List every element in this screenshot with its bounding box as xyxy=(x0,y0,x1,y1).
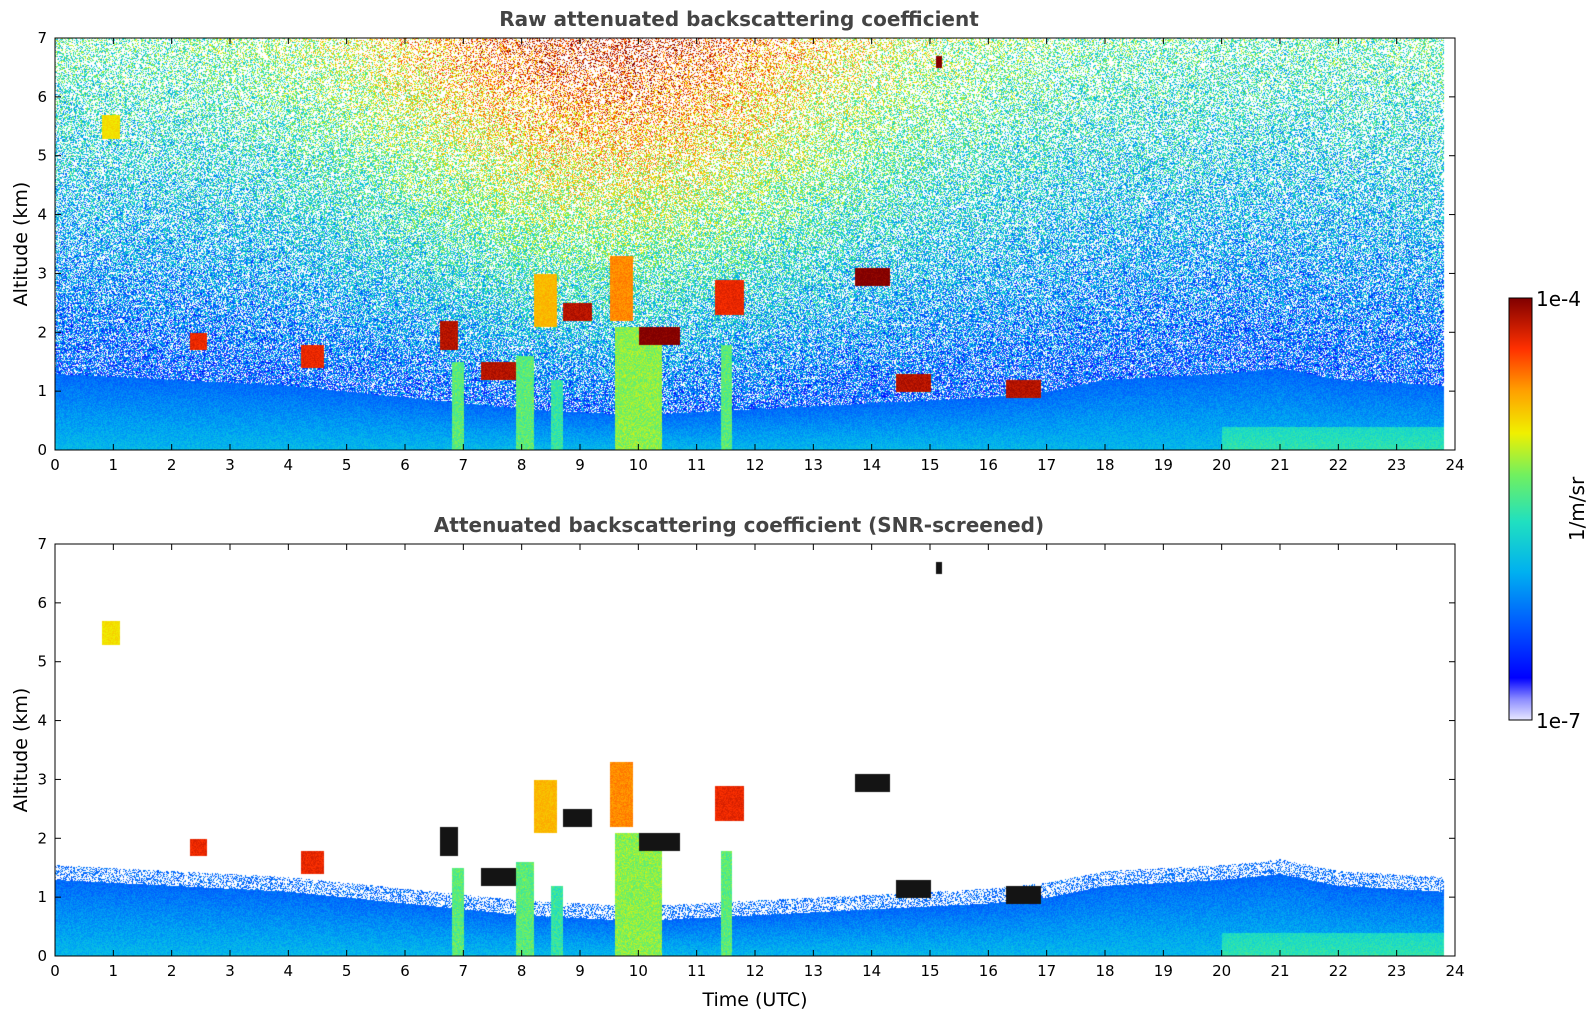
panel2-x-tick-label: 9 xyxy=(575,962,585,980)
panel1-x-tick-label: 23 xyxy=(1387,456,1406,474)
panel1-x-tick-label: 1 xyxy=(109,456,119,474)
panel2-x-axis-label: Time (UTC) xyxy=(701,989,807,1011)
panel1-y-tick-label: 0 xyxy=(37,441,47,459)
panel2-x-tick-label: 10 xyxy=(629,962,648,980)
panel1-x-ticks: 0 1 2 3 4 5 6 7 8 9 10 11 12 13 14 15 16 17 18 19 20 21 22 23 24 xyxy=(50,38,1465,474)
panel2-y-axis-label: Altitude (km) xyxy=(10,688,32,813)
panel2-y-tick-label: 2 xyxy=(37,829,47,847)
panel1-x-tick-label: 18 xyxy=(1095,456,1114,474)
panel2-x-tick-label: 1 xyxy=(109,962,119,980)
colorbar-unit-label: 1/m/sr xyxy=(1565,476,1589,541)
panel2-x-tick-label: 18 xyxy=(1095,962,1114,980)
panel2-x-tick-label: 5 xyxy=(342,962,352,980)
panel2-y-tick-label: 1 xyxy=(37,888,47,906)
panel2-y-tick-label: 3 xyxy=(37,770,47,788)
panel2-x-tick-label: 20 xyxy=(1212,962,1231,980)
snr-screened-panel: Attenuated backscattering coefficient (S… xyxy=(10,513,1465,1011)
panel1-x-tick-label: 9 xyxy=(575,456,585,474)
raw-heatmap-canvas xyxy=(55,38,1455,450)
colorbar-min-label: 1e-7 xyxy=(1536,709,1581,733)
panel1-x-tick-label: 12 xyxy=(745,456,764,474)
panel1-x-tick-label: 20 xyxy=(1212,456,1231,474)
panel1-x-tick-label: 8 xyxy=(517,456,527,474)
colorbar-gradient xyxy=(1508,297,1533,721)
panel1-x-tick-label: 15 xyxy=(920,456,939,474)
panel1-y-tick-label: 7 xyxy=(37,29,47,47)
panel2-x-tick-label: 23 xyxy=(1387,962,1406,980)
panel1-x-tick-label: 17 xyxy=(1037,456,1056,474)
panel2-x-tick-label: 19 xyxy=(1154,962,1173,980)
panel2-x-tick-label: 15 xyxy=(920,962,939,980)
panel2-x-tick-label: 7 xyxy=(459,962,469,980)
panel2-x-tick-label: 14 xyxy=(862,962,881,980)
panel2-title: Attenuated backscattering coefficient (S… xyxy=(434,513,1044,537)
panel2-x-tick-label: 8 xyxy=(517,962,527,980)
panel2-x-ticks: 0 1 2 3 4 5 6 7 8 9 10 11 12 13 14 15 16 17 18 19 20 21 22 23 24 xyxy=(50,544,1465,980)
panel2-y-tick-label: 0 xyxy=(37,947,47,965)
panel1-x-tick-label: 24 xyxy=(1445,456,1464,474)
panel1-x-tick-label: 13 xyxy=(804,456,823,474)
raw-backscatter-panel: Raw attenuated backscattering coefficien… xyxy=(10,7,1465,474)
colorbar: 1e-4 1e-7 1/m/sr xyxy=(1508,287,1589,733)
colorbar-max-label: 1e-4 xyxy=(1536,287,1581,311)
panel1-y-tick-label: 4 xyxy=(37,206,47,224)
panel2-x-tick-label: 11 xyxy=(687,962,706,980)
panel2-x-tick-label: 0 xyxy=(50,962,60,980)
panel1-title: Raw attenuated backscattering coefficien… xyxy=(499,7,979,31)
panel1-x-tick-label: 21 xyxy=(1270,456,1289,474)
panel2-x-tick-label: 12 xyxy=(745,962,764,980)
panel2-y-tick-label: 6 xyxy=(37,594,47,612)
panel2-x-tick-label: 4 xyxy=(284,962,294,980)
panel1-y-tick-label: 1 xyxy=(37,382,47,400)
panel2-x-tick-label: 22 xyxy=(1329,962,1348,980)
panel1-x-tick-label: 5 xyxy=(342,456,352,474)
panel2-x-tick-label: 21 xyxy=(1270,962,1289,980)
panel1-y-tick-label: 2 xyxy=(37,323,47,341)
panel1-x-tick-label: 10 xyxy=(629,456,648,474)
panel2-y-tick-label: 5 xyxy=(37,653,47,671)
panel2-y-ticks: 0 1 2 3 4 5 6 7 xyxy=(37,535,1455,965)
panel2-x-tick-label: 17 xyxy=(1037,962,1056,980)
panel1-y-tick-label: 3 xyxy=(37,264,47,282)
panel2-x-tick-label: 24 xyxy=(1445,962,1464,980)
panel1-x-tick-label: 0 xyxy=(50,456,60,474)
panel1-x-tick-label: 11 xyxy=(687,456,706,474)
panel2-y-tick-label: 7 xyxy=(37,535,47,553)
panel1-x-tick-label: 22 xyxy=(1329,456,1348,474)
panel2-x-tick-label: 16 xyxy=(979,962,998,980)
panel1-x-tick-label: 4 xyxy=(284,456,294,474)
panel1-x-tick-label: 3 xyxy=(225,456,235,474)
panel1-y-tick-label: 6 xyxy=(37,88,47,106)
panel1-x-tick-label: 7 xyxy=(459,456,469,474)
panel1-y-tick-label: 5 xyxy=(37,147,47,165)
screened-heatmap-canvas xyxy=(55,544,1455,956)
panel2-x-tick-label: 6 xyxy=(400,962,410,980)
panel1-x-tick-label: 14 xyxy=(862,456,881,474)
panel2-x-tick-label: 13 xyxy=(804,962,823,980)
panel1-x-tick-label: 2 xyxy=(167,456,177,474)
panel2-x-tick-label: 3 xyxy=(225,962,235,980)
panel1-y-ticks: 0 1 2 3 4 5 6 7 xyxy=(37,29,1455,459)
panel2-x-tick-label: 2 xyxy=(167,962,177,980)
panel1-y-axis-label: Altitude (km) xyxy=(10,182,32,307)
panel1-x-tick-label: 16 xyxy=(979,456,998,474)
panel1-x-tick-label: 19 xyxy=(1154,456,1173,474)
panel2-y-tick-label: 4 xyxy=(37,712,47,730)
panel1-x-tick-label: 6 xyxy=(400,456,410,474)
